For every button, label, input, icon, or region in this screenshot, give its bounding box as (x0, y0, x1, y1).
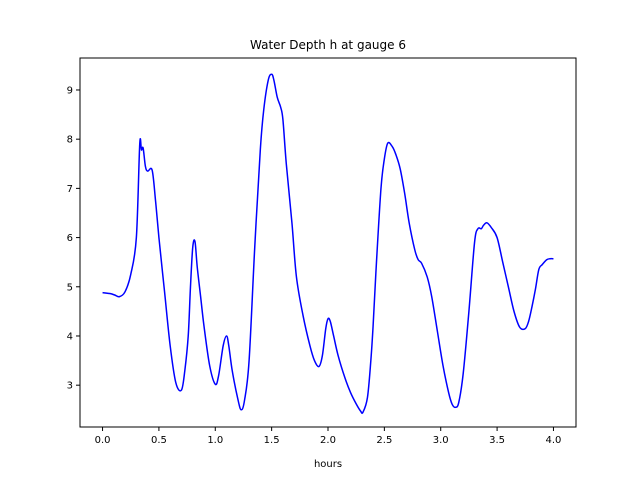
x-tick-label: 1.0 (207, 435, 223, 446)
x-tick-label: 1.5 (264, 435, 280, 446)
y-tick-label: 4 (67, 331, 73, 342)
x-tick-label: 3.0 (433, 435, 449, 446)
chart-title: Water Depth h at gauge 6 (250, 38, 406, 52)
plot-area (80, 58, 576, 427)
series-layer (102, 73, 554, 415)
y-tick-label: 7 (67, 184, 73, 195)
x-axis: 0.0 0.5 1.0 1.5 2.0 2.5 3.0 3.5 4.0 (95, 427, 562, 446)
x-tick-label: 2.5 (376, 435, 392, 446)
y-tick-label: 6 (67, 233, 73, 244)
x-axis-label: hours (314, 459, 342, 470)
y-tick-label: 3 (67, 381, 73, 392)
y-axis: 3 4 5 6 7 8 9 (67, 85, 80, 392)
x-tick-label: 0.0 (95, 435, 111, 446)
series-line (102, 73, 554, 415)
y-tick-label: 9 (67, 85, 73, 96)
x-tick-label: 0.5 (151, 435, 167, 446)
y-tick-label: 5 (67, 282, 73, 293)
x-tick-label: 3.5 (489, 435, 505, 446)
x-tick-label: 4.0 (546, 435, 562, 446)
y-tick-label: 8 (67, 135, 73, 146)
x-tick-label: 2.0 (320, 435, 336, 446)
